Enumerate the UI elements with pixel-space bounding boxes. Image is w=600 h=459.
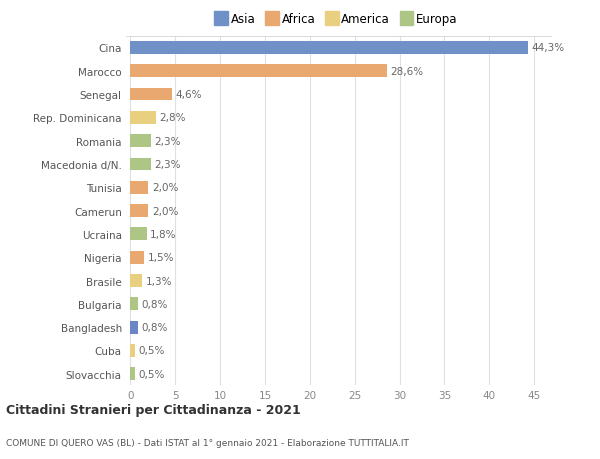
Bar — [130, 135, 151, 148]
Text: 1,3%: 1,3% — [146, 276, 172, 286]
Bar — [130, 368, 135, 381]
Bar — [130, 344, 135, 357]
Text: 2,0%: 2,0% — [152, 206, 178, 216]
Bar — [130, 251, 144, 264]
Bar — [130, 321, 137, 334]
Bar — [130, 42, 528, 55]
Text: 4,6%: 4,6% — [175, 90, 202, 100]
Bar — [130, 228, 146, 241]
Bar — [130, 112, 155, 124]
Text: 0,5%: 0,5% — [139, 369, 165, 379]
Text: 28,6%: 28,6% — [391, 67, 424, 77]
Bar — [130, 274, 142, 287]
Bar — [130, 181, 148, 194]
Text: 2,3%: 2,3% — [155, 160, 181, 170]
Text: 0,8%: 0,8% — [141, 322, 167, 332]
Text: Cittadini Stranieri per Cittadinanza - 2021: Cittadini Stranieri per Cittadinanza - 2… — [6, 403, 301, 416]
Text: 2,0%: 2,0% — [152, 183, 178, 193]
Text: 44,3%: 44,3% — [532, 43, 565, 53]
Text: 0,8%: 0,8% — [141, 299, 167, 309]
Text: COMUNE DI QUERO VAS (BL) - Dati ISTAT al 1° gennaio 2021 - Elaborazione TUTTITAL: COMUNE DI QUERO VAS (BL) - Dati ISTAT al… — [6, 438, 409, 447]
Text: 1,5%: 1,5% — [148, 252, 174, 263]
Text: 0,5%: 0,5% — [139, 346, 165, 356]
Bar — [130, 298, 137, 311]
Bar — [130, 158, 151, 171]
Text: 1,8%: 1,8% — [150, 230, 177, 240]
Legend: Asia, Africa, America, Europa: Asia, Africa, America, Europa — [209, 8, 463, 31]
Text: 2,3%: 2,3% — [155, 136, 181, 146]
Bar — [130, 89, 172, 101]
Text: 2,8%: 2,8% — [159, 113, 185, 123]
Bar — [130, 205, 148, 218]
Bar — [130, 65, 387, 78]
